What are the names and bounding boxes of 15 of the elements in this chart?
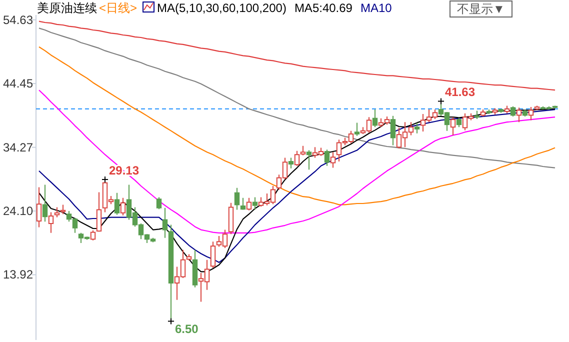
chart-subtitle: <日线> bbox=[99, 1, 138, 15]
annotation: 6.50 bbox=[175, 322, 199, 336]
annotation: 41.63 bbox=[445, 85, 476, 100]
annotation: MA5:40.69 bbox=[294, 1, 353, 15]
y-tick-label: 54.63 bbox=[2, 12, 34, 27]
y-tick-label: 24.10 bbox=[2, 204, 34, 218]
y-tick-label: 44.45 bbox=[2, 76, 34, 91]
y-tick-label: 13.92 bbox=[2, 268, 34, 282]
chart-title: 美原油连续 bbox=[37, 1, 97, 15]
button: 不显示▼ bbox=[450, 0, 512, 18]
annotation: MA(5,10,30,60,100,200) bbox=[157, 1, 286, 15]
line-series bbox=[38, 46, 556, 206]
y-tick-label: 34.27 bbox=[2, 140, 34, 154]
annotation: MA10 bbox=[360, 1, 392, 15]
annotation: 不显示▼ bbox=[457, 2, 505, 16]
